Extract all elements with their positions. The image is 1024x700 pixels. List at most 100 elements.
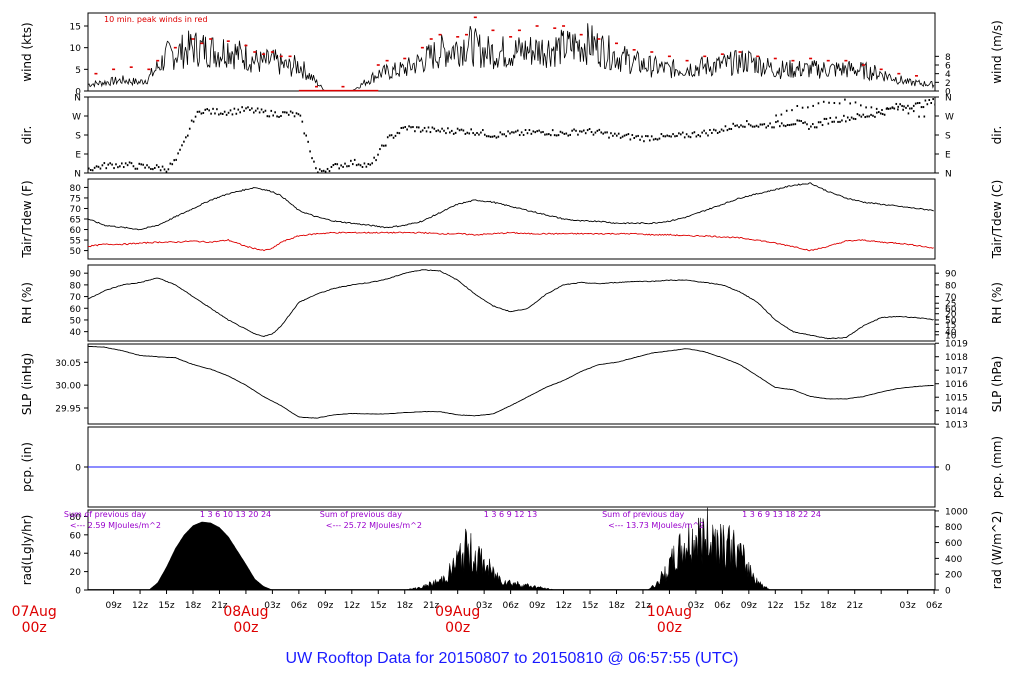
data-point [886,107,889,110]
data-point [773,57,777,60]
data-point [676,134,678,137]
data-point [608,136,610,139]
data-point [823,117,826,120]
data-point [443,129,445,132]
data-point [553,134,556,137]
y-tick-label-right: 25 [945,300,956,310]
y-tick-label-right: 0 [945,88,951,98]
data-point [825,117,828,120]
data-point [627,133,630,136]
data-point [288,55,292,58]
data-point [209,38,213,40]
data-point [866,115,868,118]
panel-slp: 29.95 30.00 30.05 1013 1014 1015 1016 1017 1018 1… [20,340,1004,431]
data-point [177,152,179,155]
data-point [93,166,96,169]
data-point [99,167,102,170]
x-tick-label: 12z [344,601,360,611]
data-point [868,115,870,118]
data-point [192,120,195,123]
data-point [183,140,185,143]
data-point [447,127,449,130]
series-line [88,231,934,252]
data-point [103,162,106,165]
data-point [186,134,189,137]
y-tick-label: N [74,94,81,104]
data-point [806,123,808,126]
data-point [384,144,387,147]
y-tick-label: 50 [70,316,82,326]
data-point [689,136,692,139]
data-point [755,124,758,127]
data-point [150,167,152,170]
data-point [920,106,923,109]
data-point [109,162,111,165]
data-point [876,111,878,114]
data-point [200,112,203,115]
data-point [402,126,405,129]
y-tick-label: W [72,113,81,123]
x-tick-label: 12z [555,601,571,611]
data-point [713,128,715,131]
data-point [610,132,612,135]
data-point [134,167,137,170]
data-point [893,107,896,110]
data-point [146,164,148,167]
data-point [210,112,212,115]
data-point [734,124,736,127]
data-point [241,106,243,109]
data-point [140,163,143,166]
data-point [301,120,304,123]
data-point [309,150,311,153]
series-line [88,269,934,340]
data-point [361,166,364,169]
data-point [691,132,694,135]
data-point [728,127,731,130]
data-point [340,164,342,167]
data-point [435,130,438,133]
data-point [738,51,742,53]
data-point [843,114,845,117]
data-point [912,104,915,107]
data-point [165,170,168,173]
x-tick-label: 15z [370,601,386,611]
data-point [808,127,810,130]
data-point [771,126,773,129]
data-point [425,130,428,133]
data-point [408,125,410,128]
data-point [388,134,391,137]
data-point [483,133,486,136]
data-point [738,126,740,129]
data-point [507,130,509,133]
daily-sum-label: Sum of previous day [64,510,146,519]
data-point [120,162,123,165]
y-tick-label-right: 1016 [945,380,968,390]
y-tick-label: 70 [70,205,82,215]
data-point [590,131,593,134]
y-axis-title-right: RH (%) [990,282,1004,324]
data-point [344,162,346,165]
data-point [206,108,209,111]
data-point [278,115,280,118]
data-point [667,55,671,58]
data-point [299,114,302,117]
data-point [516,129,519,132]
data-point [264,109,267,112]
data-point [562,25,566,27]
data-point [91,169,94,172]
data-point [914,102,917,105]
y-tick-label: 60 [70,305,82,315]
data-point [272,114,274,117]
data-point [371,162,373,165]
y-axis-title: wind (kts) [20,22,34,81]
data-point [235,112,238,115]
data-point [703,129,705,132]
series-line [88,23,935,91]
data-point [592,133,595,136]
data-point [720,53,724,55]
data-point [909,107,911,110]
data-point [845,120,847,123]
data-point [874,115,876,118]
data-point [573,128,575,131]
data-point [450,129,453,132]
